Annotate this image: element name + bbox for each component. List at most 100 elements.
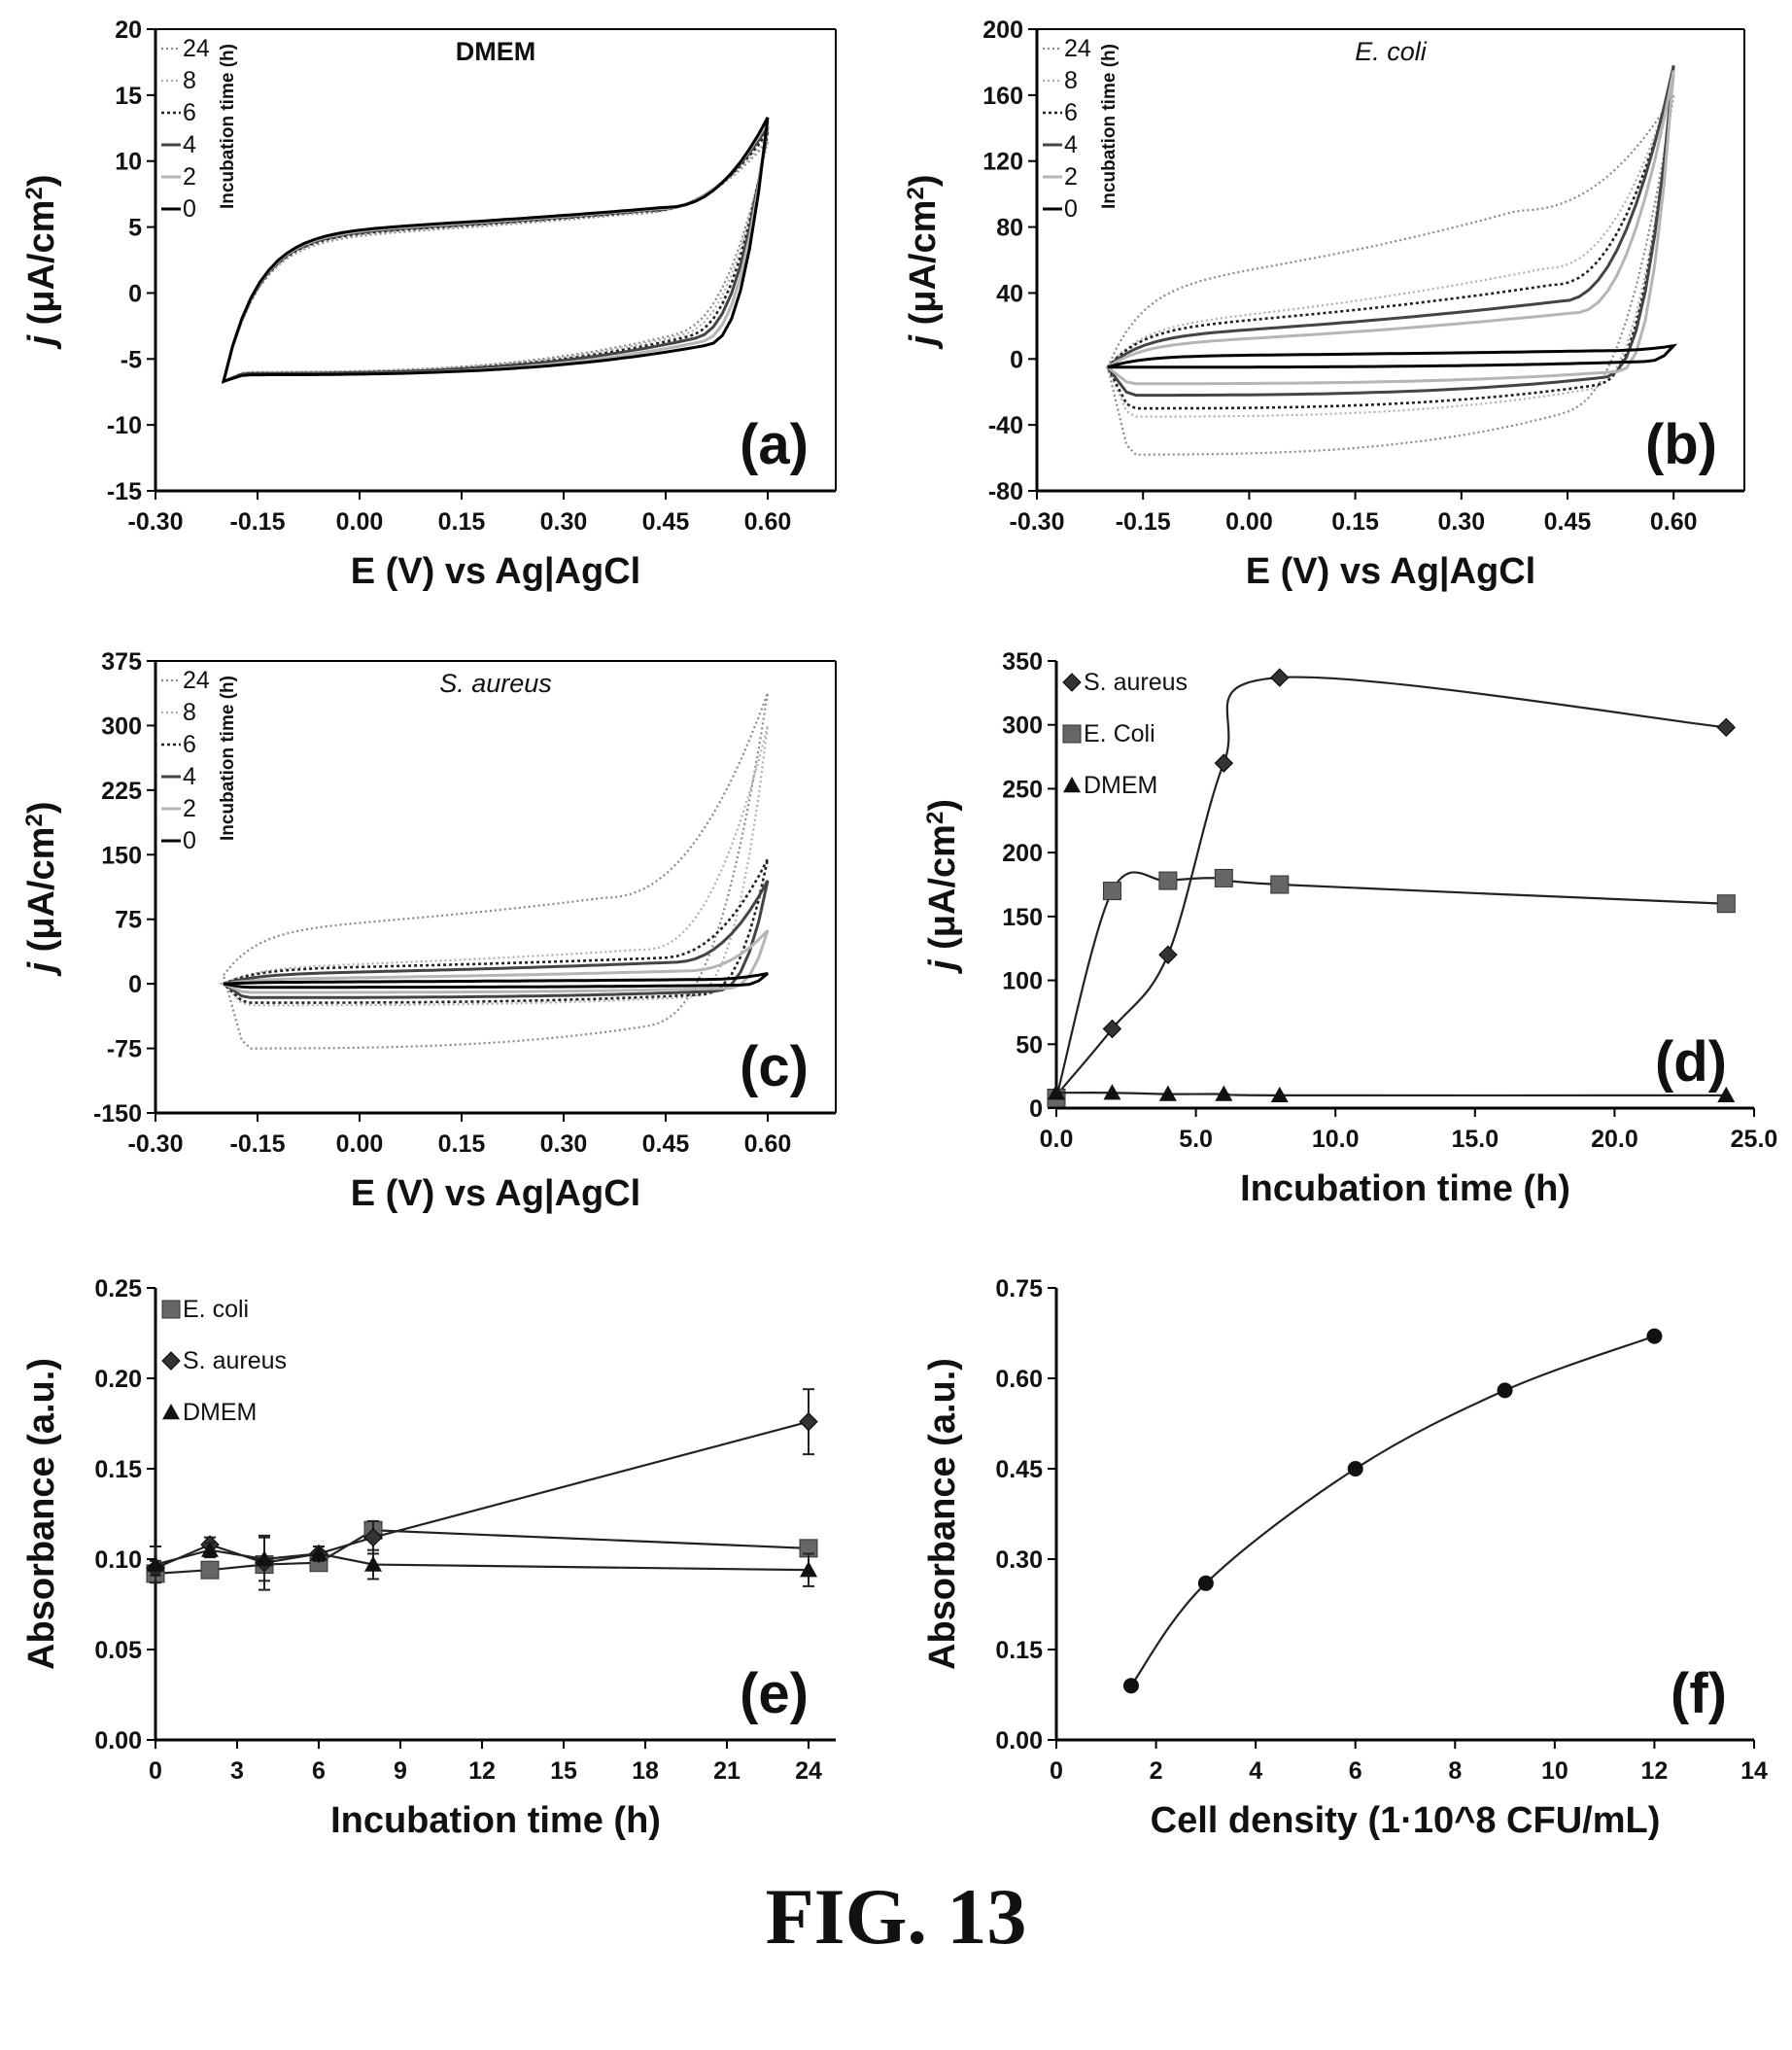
cv-curve-0h	[1107, 343, 1678, 369]
x-tick-label: 0.45	[642, 508, 690, 536]
legend-entry: 6	[183, 731, 196, 758]
x-tick-label: 9	[394, 1757, 407, 1785]
y-tick-label: 225	[101, 778, 142, 805]
legend-entry: 24	[183, 35, 210, 62]
data-point	[1158, 871, 1178, 890]
data-point	[1102, 882, 1121, 901]
x-tick-label: -0.30	[128, 1130, 184, 1158]
chart-panel-c: -0.30 -0.15 0.00 0.15 0.30 0.45 0.60 -150 -75 0 75…	[21, 648, 837, 1214]
y-tick-label: 200	[1002, 840, 1043, 867]
y-axis-label: Absorbance (a.u.)	[922, 1358, 963, 1670]
y-axis-label: j (μA/cm2)	[21, 175, 62, 351]
y-tick-label: 75	[115, 907, 142, 934]
y-tick-label: 120	[982, 149, 1023, 176]
y-tick-label: 375	[101, 648, 142, 676]
x-tick-label: 0.45	[1544, 508, 1592, 536]
legend: 24 8 6 4 2 0 Incubation time (h)	[161, 35, 238, 223]
x-tick-label: 0.30	[540, 508, 588, 536]
legend-marker	[1062, 724, 1082, 744]
y-tick-label: 250	[1002, 776, 1043, 803]
legend-entry: 24	[1064, 35, 1091, 62]
x-axis-label: E (V) vs Ag|AgCl	[351, 1173, 640, 1214]
y-tick-label: 0.00	[995, 1727, 1043, 1755]
cv-curve-24h	[222, 140, 770, 384]
legend-entry: 0	[183, 827, 196, 854]
y-tick-label: 300	[101, 712, 142, 740]
x-tick-label: 24	[795, 1757, 822, 1785]
x-tick-label: 0.30	[1437, 508, 1485, 536]
cv-curve-2h	[221, 121, 770, 384]
cv-curve-4h	[1105, 64, 1675, 398]
y-axis-label: Absorbance (a.u.)	[21, 1358, 62, 1670]
legend-entry: 4	[183, 131, 196, 158]
x-tick-label: 0.0	[1040, 1126, 1074, 1153]
legend-marker	[1062, 673, 1082, 692]
x-tick-label: 20.0	[1591, 1126, 1638, 1153]
y-tick-label: 5	[128, 215, 142, 242]
x-tick-label: 0.00	[336, 1130, 384, 1158]
data-point	[200, 1560, 220, 1580]
cv-curve-0h	[223, 972, 769, 990]
y-tick-label: -80	[988, 478, 1023, 505]
data-point	[1122, 1678, 1139, 1694]
data-point	[1158, 945, 1178, 964]
data-point	[201, 1541, 219, 1557]
legend-entry: DMEM	[183, 1399, 257, 1426]
cv-curve-8h	[222, 725, 770, 1007]
chart-panel-d: 0.0 5.0 10.0 15.0 20.0 25.0 0 50 100 150 200 250 300…	[922, 648, 1777, 1209]
series-line	[1055, 1092, 1727, 1097]
y-axis-label: j (μA/cm2)	[21, 802, 62, 978]
y-tick-label: 40	[996, 280, 1023, 307]
y-tick-label: -5	[121, 346, 142, 373]
x-tick-label: 6	[312, 1757, 326, 1785]
legend-entry: 2	[183, 795, 196, 822]
x-tick-label: 18	[632, 1757, 659, 1785]
x-tick-label: -0.15	[1116, 508, 1171, 536]
data-point	[1270, 668, 1290, 687]
cv-curve-4h	[221, 125, 770, 384]
legend-marker	[162, 1404, 180, 1420]
x-tick-label: 14	[1740, 1757, 1768, 1785]
x-tick-label: 10.0	[1312, 1126, 1360, 1153]
series-line	[1054, 871, 1727, 1098]
legend: 24 8 6 4 2 0 Incubation time (h)	[1043, 35, 1120, 223]
chart-panel-a: -0.30 -0.15 0.00 0.15 0.30 0.45 0.60 -15 -10 -5 0 5…	[21, 17, 837, 592]
legend-entry: 6	[183, 99, 196, 126]
y-tick-label: -10	[107, 412, 142, 439]
legend-title: Incubation time (h)	[218, 44, 238, 209]
y-tick-label: 0.05	[94, 1637, 142, 1664]
y-tick-label: -40	[988, 412, 1023, 439]
legend-entry: E. Coli	[1084, 720, 1155, 747]
legend: E. coli S. aureus DMEM	[161, 1296, 287, 1426]
data-point	[310, 1545, 327, 1561]
data-point	[1716, 717, 1736, 738]
data-point	[1102, 1019, 1122, 1039]
y-tick-label: 20	[115, 17, 142, 44]
legend-entry: 4	[183, 763, 196, 790]
legend-marker	[161, 1351, 181, 1371]
x-axis-label: E (V) vs Ag|AgCl	[351, 551, 640, 592]
y-tick-label: -75	[107, 1036, 142, 1063]
legend-entry: 0	[1064, 195, 1078, 223]
y-tick-label: 0	[1010, 346, 1023, 373]
legend-entry: S. aureus	[1084, 669, 1188, 696]
legend-entry: 8	[183, 699, 196, 726]
x-tick-label: -0.15	[230, 1130, 286, 1158]
cv-curve-0h	[221, 117, 770, 384]
y-tick-label: 160	[982, 83, 1023, 110]
data-point	[800, 1561, 817, 1578]
series-line	[155, 1420, 810, 1570]
x-tick-label: -0.30	[128, 508, 184, 536]
x-tick-label: 0.00	[1225, 508, 1273, 536]
panel-label: (f)	[1671, 1662, 1727, 1725]
legend-entry: 6	[1064, 99, 1078, 126]
x-tick-label: 12	[468, 1757, 496, 1785]
panel-label: (e)	[740, 1662, 809, 1725]
x-tick-label: 0	[149, 1757, 162, 1785]
x-tick-label: 2	[1150, 1757, 1163, 1785]
data-point	[1270, 875, 1290, 894]
legend-entry: 8	[1064, 67, 1078, 94]
panel-label: (b)	[1645, 413, 1717, 476]
y-tick-label: -15	[107, 478, 142, 505]
